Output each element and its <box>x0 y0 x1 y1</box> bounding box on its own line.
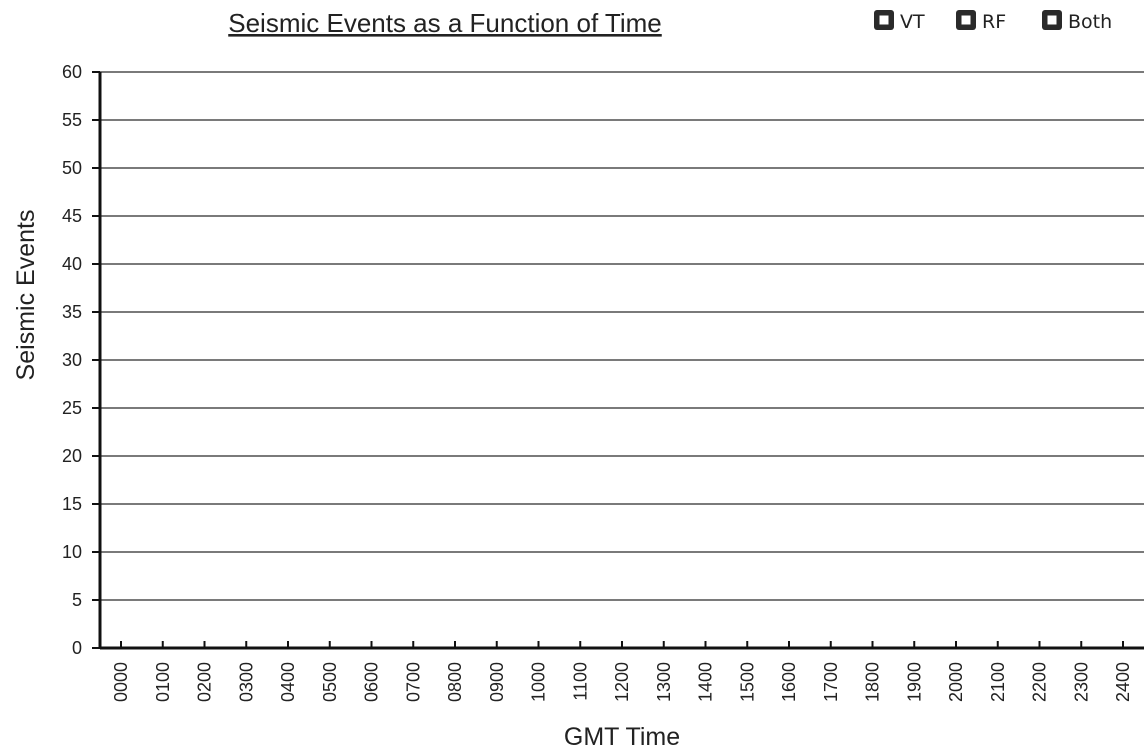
y-tick-label-0: 0 <box>72 638 82 658</box>
y-tick-label-10: 10 <box>62 542 82 562</box>
y-tick-label-50: 50 <box>62 158 82 178</box>
legend-item-RF: RF <box>956 10 1006 33</box>
legend-label-Both: Both <box>1068 11 1112 33</box>
legend-item-Both: Both <box>1042 10 1112 33</box>
y-tick-label-40: 40 <box>62 254 82 274</box>
x-tick-label-2300: 2300 <box>1071 662 1091 702</box>
legend-label-RF: RF <box>982 11 1006 33</box>
y-axis-ticks: 0 5 10 15 20 25 30 35 40 45 50 55 60 <box>62 62 100 658</box>
y-tick-label-35: 35 <box>62 302 82 322</box>
legend-swatch-inner-RF <box>961 15 971 25</box>
x-tick-label-0400: 0400 <box>278 662 298 702</box>
x-tick-label-2000: 2000 <box>946 662 966 702</box>
x-tick-label-2100: 2100 <box>988 662 1008 702</box>
legend: VT RF Both <box>874 10 1112 33</box>
x-tick-label-1800: 1800 <box>863 662 883 702</box>
y-tick-label-45: 45 <box>62 206 82 226</box>
x-tick-label-0000: 0000 <box>111 662 131 702</box>
gridlines <box>100 71 1144 601</box>
x-axis-title: GMT Time <box>564 723 680 751</box>
x-tick-label-0700: 0700 <box>403 662 423 702</box>
x-tick-label-2400: 2400 <box>1113 662 1133 702</box>
x-tick-label-0500: 0500 <box>320 662 340 702</box>
y-tick-label-15: 15 <box>62 494 82 514</box>
legend-swatch-inner-VT <box>879 15 889 25</box>
x-tick-label-1700: 1700 <box>821 662 841 702</box>
x-tick-label-0100: 0100 <box>153 662 173 702</box>
y-tick-label-25: 25 <box>62 398 82 418</box>
x-tick-label-1200: 1200 <box>612 662 632 702</box>
legend-item-VT: VT <box>874 10 925 33</box>
y-tick-label-20: 20 <box>62 446 82 466</box>
x-axis-ticks: 0000 0100 0200 0300 0400 0500 0600 0700 0800 0900… <box>111 641 1133 702</box>
x-tick-label-1500: 1500 <box>737 662 757 702</box>
y-axis-title: Seismic Events <box>12 210 40 381</box>
chart-title: Seismic Events as a Function of Time <box>228 8 662 38</box>
x-tick-label-1600: 1600 <box>779 662 799 702</box>
x-tick-label-0300: 0300 <box>236 662 256 702</box>
x-tick-label-0800: 0800 <box>445 662 465 702</box>
x-tick-label-1000: 1000 <box>529 662 549 702</box>
y-tick-label-60: 60 <box>62 62 82 82</box>
legend-swatch-inner-Both <box>1047 15 1057 25</box>
x-tick-label-1900: 1900 <box>904 662 924 702</box>
y-tick-label-55: 55 <box>62 110 82 130</box>
y-tick-label-5: 5 <box>72 590 82 610</box>
x-tick-label-2200: 2200 <box>1030 662 1050 702</box>
y-tick-label-30: 30 <box>62 350 82 370</box>
x-tick-label-0200: 0200 <box>195 662 215 702</box>
x-tick-label-0900: 0900 <box>487 662 507 702</box>
x-tick-label-1300: 1300 <box>654 662 674 702</box>
legend-label-VT: VT <box>900 11 925 33</box>
x-tick-label-0600: 0600 <box>362 662 382 702</box>
x-tick-label-1400: 1400 <box>696 662 716 702</box>
x-tick-label-1100: 1100 <box>570 662 590 701</box>
